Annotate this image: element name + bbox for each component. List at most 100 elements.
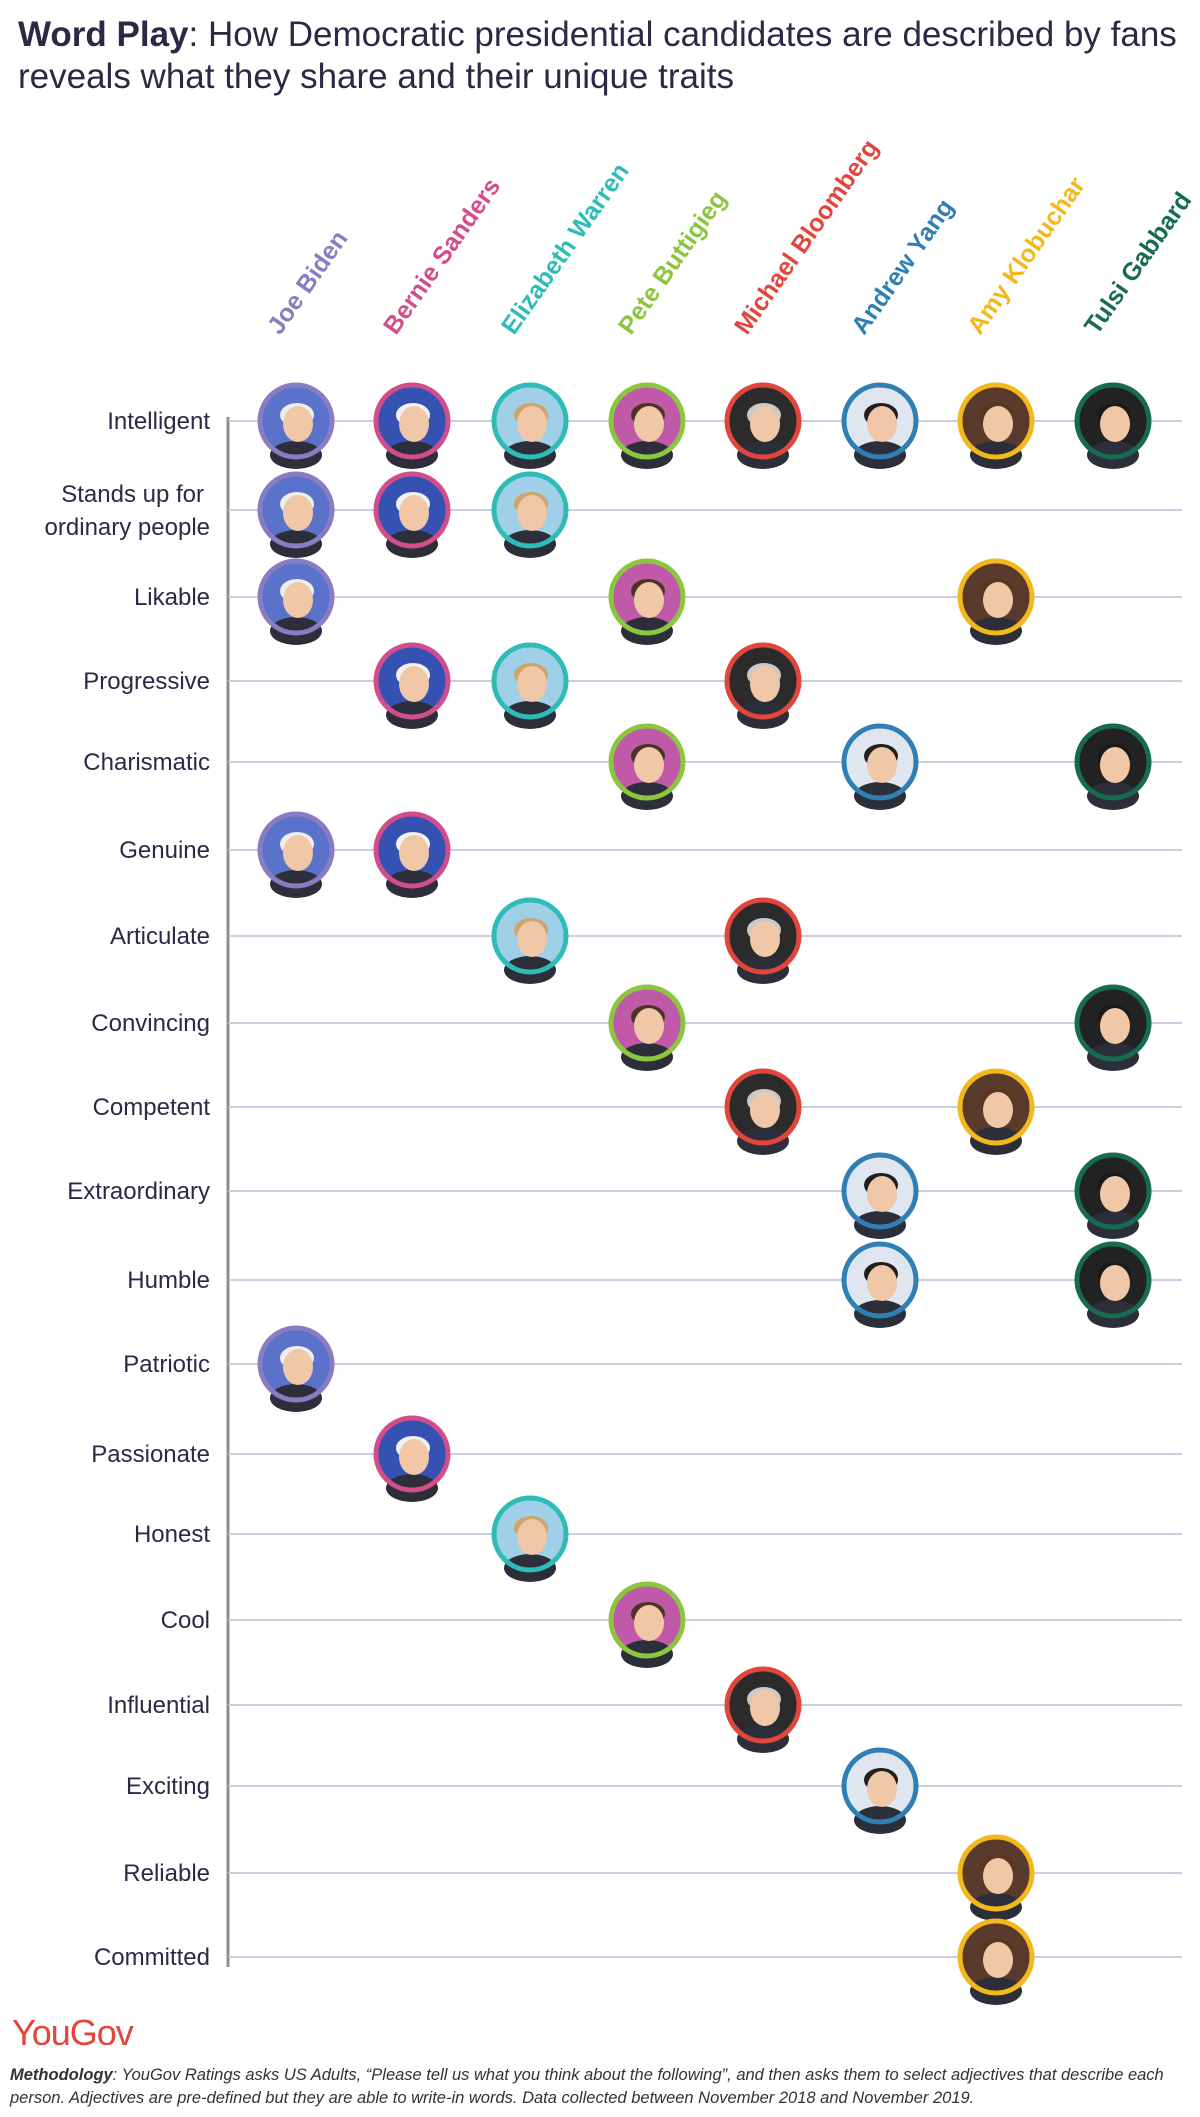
avatar-face	[867, 1176, 897, 1212]
avatar-face	[867, 1265, 897, 1301]
avatar-pete-buttigieg-intelligent	[608, 382, 686, 469]
avatar-ring	[373, 1415, 451, 1493]
trait-label-cool: Cool	[161, 1607, 210, 1634]
avatar-face	[1100, 406, 1130, 442]
avatar-joe-biden-patriotic	[257, 1325, 335, 1412]
avatar-face	[983, 582, 1013, 618]
avatar-michael-bloomberg-articulate	[724, 897, 802, 984]
trait-label-likable: Likable	[134, 584, 210, 611]
trait-label-competent: Competent	[93, 1094, 211, 1121]
candidate-label-amy-klobuchar: Amy Klobuchar	[962, 172, 1091, 340]
avatar-amy-klobuchar-likable	[957, 558, 1035, 645]
candidate-label-pete-buttigieg: Pete Buttigieg	[613, 186, 732, 340]
avatar-face	[750, 1690, 780, 1726]
avatar-face	[750, 921, 780, 957]
trait-label-humble: Humble	[127, 1267, 210, 1294]
candidate-label-andrew-yang: Andrew Yang	[846, 194, 960, 339]
avatar-joe-biden-intelligent	[257, 382, 335, 469]
avatar-ring	[491, 642, 569, 720]
avatar-face	[750, 1092, 780, 1128]
avatar-ring	[491, 471, 569, 549]
avatar-face	[283, 1349, 313, 1385]
avatar-elizabeth-warren-progressive	[491, 642, 569, 729]
trait-label-progressive: Progressive	[83, 668, 210, 695]
avatar-andrew-yang-extraordinary	[841, 1152, 919, 1239]
avatar-joe-biden-stands-up-for-ordinary-people	[257, 471, 335, 558]
trait-label-extraordinary: Extraordinary	[67, 1178, 210, 1205]
avatar-bernie-sanders-stands-up-for-ordinary-people	[373, 471, 451, 558]
avatar-pete-buttigieg-convincing	[608, 984, 686, 1071]
trait-label-articulate: Articulate	[110, 923, 210, 950]
avatar-ring	[841, 1747, 919, 1825]
avatar-ring	[957, 558, 1035, 636]
trait-label-honest: Honest	[134, 1521, 210, 1548]
avatar-ring	[257, 811, 335, 889]
trait-label-intelligent: Intelligent	[107, 408, 210, 435]
avatar-ring	[724, 1068, 802, 1146]
avatar-face	[1100, 1265, 1130, 1301]
avatar-amy-klobuchar-committed	[957, 1918, 1035, 2005]
avatar-face	[517, 1519, 547, 1555]
avatar-face	[983, 1942, 1013, 1978]
avatar-face	[399, 406, 429, 442]
avatar-face	[283, 835, 313, 871]
avatar-face	[283, 495, 313, 531]
avatar-face	[283, 582, 313, 618]
candidate-label-joe-biden: Joe Biden	[262, 226, 353, 340]
avatar-face	[750, 406, 780, 442]
avatar-bernie-sanders-intelligent	[373, 382, 451, 469]
avatar-tulsi-gabbard-convincing	[1074, 984, 1152, 1071]
avatar-face	[867, 1771, 897, 1807]
avatar-ring	[608, 984, 686, 1062]
avatar-ring	[257, 382, 335, 460]
avatar-elizabeth-warren-articulate	[491, 897, 569, 984]
avatar-face	[283, 406, 313, 442]
avatar-ring	[724, 382, 802, 460]
trait-label-convincing: Convincing	[91, 1010, 210, 1037]
avatar-ring	[491, 382, 569, 460]
avatar-face	[750, 666, 780, 702]
avatar-joe-biden-likable	[257, 558, 335, 645]
avatar-ring	[1074, 1241, 1152, 1319]
avatar-joe-biden-genuine	[257, 811, 335, 898]
avatar-michael-bloomberg-competent	[724, 1068, 802, 1155]
avatar-ring	[608, 1581, 686, 1659]
avatar-bernie-sanders-passionate	[373, 1415, 451, 1502]
avatar-ring	[957, 382, 1035, 460]
avatar-ring	[1074, 723, 1152, 801]
avatar-ring	[841, 382, 919, 460]
avatar-michael-bloomberg-intelligent	[724, 382, 802, 469]
avatar-ring	[373, 811, 451, 889]
avatar-face	[634, 747, 664, 783]
avatar-face	[634, 582, 664, 618]
avatar-ring	[957, 1068, 1035, 1146]
avatar-face	[399, 835, 429, 871]
avatar-tulsi-gabbard-charismatic	[1074, 723, 1152, 810]
avatar-ring	[373, 382, 451, 460]
avatar-ring	[841, 1152, 919, 1230]
methodology-label: Methodology	[10, 2066, 113, 2084]
trait-label-exciting: Exciting	[126, 1773, 210, 1800]
avatar-face	[517, 406, 547, 442]
avatar-ring	[724, 642, 802, 720]
methodology-text: : YouGov Ratings asks US Adults, “Please…	[10, 2066, 1164, 2107]
trait-label-stands-up-for-ordinary-people: Stands up for ordinary people	[45, 481, 210, 541]
avatar-face	[517, 495, 547, 531]
avatar-ring	[1074, 382, 1152, 460]
avatar-bernie-sanders-progressive	[373, 642, 451, 729]
avatar-ring	[257, 1325, 335, 1403]
avatar-elizabeth-warren-honest	[491, 1495, 569, 1582]
avatar-andrew-yang-intelligent	[841, 382, 919, 469]
avatar-face	[399, 666, 429, 702]
title-rest: : How Democratic presidential candidates…	[18, 15, 1177, 96]
avatar-face	[1100, 747, 1130, 783]
trait-label-patriotic: Patriotic	[123, 1351, 210, 1378]
avatar-face	[983, 406, 1013, 442]
yougov-logo: YouGov	[12, 2012, 134, 2053]
avatar-face	[517, 666, 547, 702]
avatar-ring	[373, 471, 451, 549]
avatar-face	[399, 1439, 429, 1475]
avatar-amy-klobuchar-competent	[957, 1068, 1035, 1155]
avatar-face	[1100, 1008, 1130, 1044]
avatar-ring	[257, 471, 335, 549]
